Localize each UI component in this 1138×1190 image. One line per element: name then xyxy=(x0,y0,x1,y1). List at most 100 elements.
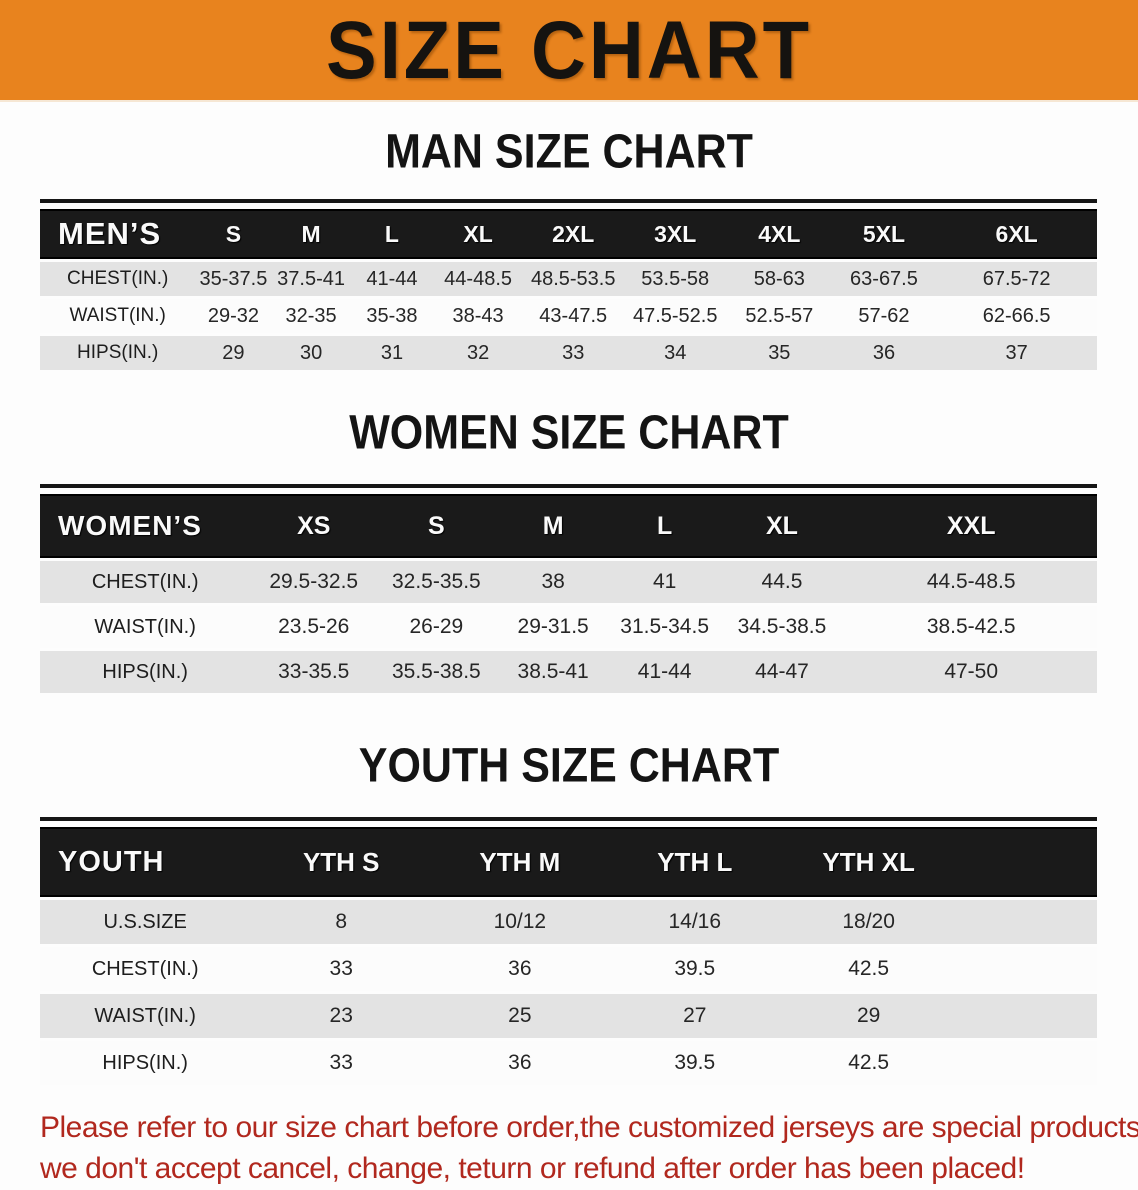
size-value-cell: 38.5-41 xyxy=(495,651,611,693)
size-chart-banner: SIZE CHART xyxy=(0,0,1138,102)
size-table-row: HIPS(IN.) 33 36 39.5 42.5 xyxy=(40,1041,1097,1085)
disclaimer-line-2: we don't accept cancel, change, teturn o… xyxy=(40,1151,1025,1185)
size-value-cell: 29 xyxy=(781,994,956,1038)
men-size-section: MAN SIZE CHART MEN’S S M L XL 2XL 3XL 4XL 5XL 6XL… xyxy=(0,125,1138,373)
size-table-row: HIPS(IN.) 29 30 31 32 33 34 35 36 37 xyxy=(40,336,1097,370)
women-size-section: WOMEN SIZE CHART WOMEN’S XS S M L XL XXL CHEST(… xyxy=(0,406,1138,696)
row-filler-cell xyxy=(955,900,1097,944)
size-value-cell: 33 xyxy=(250,947,433,991)
size-column-header: 5XL xyxy=(831,209,937,259)
women-table-wrap: WOMEN’S XS S M L XL XXL CHEST(IN.) 29.5-32.5 32.5… xyxy=(40,484,1097,696)
size-value-cell: 67.5-72 xyxy=(936,262,1097,296)
size-table-row: WAIST(IN.) 29-32 32-35 35-38 38-43 43-47.5 47.… xyxy=(40,299,1097,333)
size-value-cell: 25 xyxy=(432,994,608,1038)
size-value-cell: 10/12 xyxy=(432,900,608,944)
size-value-cell: 41-44 xyxy=(350,262,434,296)
size-value-cell: 44-48.5 xyxy=(433,262,524,296)
size-value-cell: 29-32 xyxy=(195,299,272,333)
size-table-row: CHEST(IN.) 33 36 39.5 42.5 xyxy=(40,947,1097,991)
size-value-cell: 44-47 xyxy=(718,651,846,693)
row-label: WAIST(IN.) xyxy=(40,606,251,648)
row-label: U.S.SIZE xyxy=(40,900,251,944)
size-value-cell: 36 xyxy=(831,336,937,370)
size-value-cell: 32-35 xyxy=(271,299,351,333)
row-label: HIPS(IN.) xyxy=(40,651,251,693)
size-value-cell: 30 xyxy=(271,336,351,370)
size-value-cell: 53.5-58 xyxy=(623,262,727,296)
table-corner-label: YOUTH xyxy=(40,827,251,897)
size-column-header: YTH M xyxy=(432,827,608,897)
size-value-cell: 36 xyxy=(432,1041,608,1085)
size-value-cell: 34 xyxy=(623,336,727,370)
size-column-header: YTH L xyxy=(607,827,782,897)
size-table-row: WAIST(IN.) 23.5-26 26-29 29-31.5 31.5-34.5 34… xyxy=(40,606,1097,648)
size-column-header: XL xyxy=(718,494,846,558)
size-value-cell: 38.5-42.5 xyxy=(845,606,1097,648)
size-value-cell: 31.5-34.5 xyxy=(610,606,719,648)
women-size-table: WOMEN’S XS S M L XL XXL CHEST(IN.) 29.5-32.5 32.5… xyxy=(40,491,1097,696)
size-column-header: L xyxy=(610,494,719,558)
size-column-header: XXL xyxy=(845,494,1097,558)
row-label: WAIST(IN.) xyxy=(40,994,251,1038)
size-table-row: U.S.SIZE 8 10/12 14/16 18/20 xyxy=(40,900,1097,944)
size-value-cell: 35-38 xyxy=(350,299,434,333)
size-value-cell: 57-62 xyxy=(831,299,937,333)
row-label: CHEST(IN.) xyxy=(40,262,196,296)
row-label: CHEST(IN.) xyxy=(40,947,251,991)
table-top-border xyxy=(40,484,1097,488)
men-table-wrap: MEN’S S M L XL 2XL 3XL 4XL 5XL 6XL CHEST(IN.) 35-37… xyxy=(40,199,1097,373)
size-value-cell: 47.5-52.5 xyxy=(623,299,727,333)
size-value-cell: 39.5 xyxy=(607,1041,782,1085)
size-table-header-row: YOUTH YTH S YTH M YTH L YTH XL xyxy=(40,827,1097,897)
size-value-cell: 44.5-48.5 xyxy=(845,561,1097,603)
size-value-cell: 42.5 xyxy=(781,1041,956,1085)
size-value-cell: 43-47.5 xyxy=(523,299,624,333)
size-column-header: 3XL xyxy=(623,209,727,259)
size-value-cell: 39.5 xyxy=(607,947,782,991)
page-title: SIZE CHART xyxy=(326,4,812,96)
disclaimer-line-1: Please refer to our size chart before or… xyxy=(40,1111,1138,1144)
row-filler-cell xyxy=(955,994,1097,1038)
size-value-cell: 8 xyxy=(250,900,433,944)
size-value-cell: 27 xyxy=(607,994,782,1038)
women-section-title: WOMEN SIZE CHART xyxy=(349,406,789,460)
size-table-header-row: WOMEN’S XS S M L XL XXL xyxy=(40,494,1097,558)
row-filler-cell xyxy=(955,1041,1097,1085)
row-label: HIPS(IN.) xyxy=(40,1041,251,1085)
size-value-cell: 35-37.5 xyxy=(195,262,272,296)
size-value-cell: 33-35.5 xyxy=(250,651,378,693)
size-value-cell: 41-44 xyxy=(610,651,719,693)
size-column-header: S xyxy=(377,494,496,558)
size-value-cell: 31 xyxy=(350,336,434,370)
size-value-cell: 29-31.5 xyxy=(495,606,611,648)
size-column-header: XS xyxy=(250,494,378,558)
table-corner-label: WOMEN’S xyxy=(40,494,251,558)
size-value-cell: 34.5-38.5 xyxy=(718,606,846,648)
size-value-cell: 32 xyxy=(433,336,524,370)
men-size-table: MEN’S S M L XL 2XL 3XL 4XL 5XL 6XL CHEST(IN.) 35-37… xyxy=(40,206,1097,373)
size-column-header: YTH S xyxy=(250,827,433,897)
size-column-header: 2XL xyxy=(523,209,624,259)
size-table-row: WAIST(IN.) 23 25 27 29 xyxy=(40,994,1097,1038)
size-value-cell: 29 xyxy=(195,336,272,370)
size-table-header-row: MEN’S S M L XL 2XL 3XL 4XL 5XL 6XL xyxy=(40,209,1097,259)
size-value-cell: 38 xyxy=(495,561,611,603)
youth-table-wrap: YOUTH YTH S YTH M YTH L YTH XL U.S.SIZE 8 10/12… xyxy=(40,817,1097,1088)
size-column-header: L xyxy=(350,209,434,259)
size-value-cell: 33 xyxy=(523,336,624,370)
size-column-header: M xyxy=(495,494,611,558)
size-value-cell: 29.5-32.5 xyxy=(250,561,378,603)
table-corner-label: MEN’S xyxy=(40,209,196,259)
size-value-cell: 52.5-57 xyxy=(727,299,832,333)
size-value-cell: 32.5-35.5 xyxy=(377,561,496,603)
disclaimer-text: Please refer to our size chart before or… xyxy=(40,1108,1138,1190)
size-table-row: CHEST(IN.) 29.5-32.5 32.5-35.5 38 41 44.5 44.5… xyxy=(40,561,1097,603)
row-label: HIPS(IN.) xyxy=(40,336,196,370)
size-value-cell: 41 xyxy=(610,561,719,603)
size-value-cell: 44.5 xyxy=(718,561,846,603)
size-value-cell: 33 xyxy=(250,1041,433,1085)
size-column-header: S xyxy=(195,209,272,259)
row-filler-cell xyxy=(955,947,1097,991)
size-value-cell: 23.5-26 xyxy=(250,606,378,648)
